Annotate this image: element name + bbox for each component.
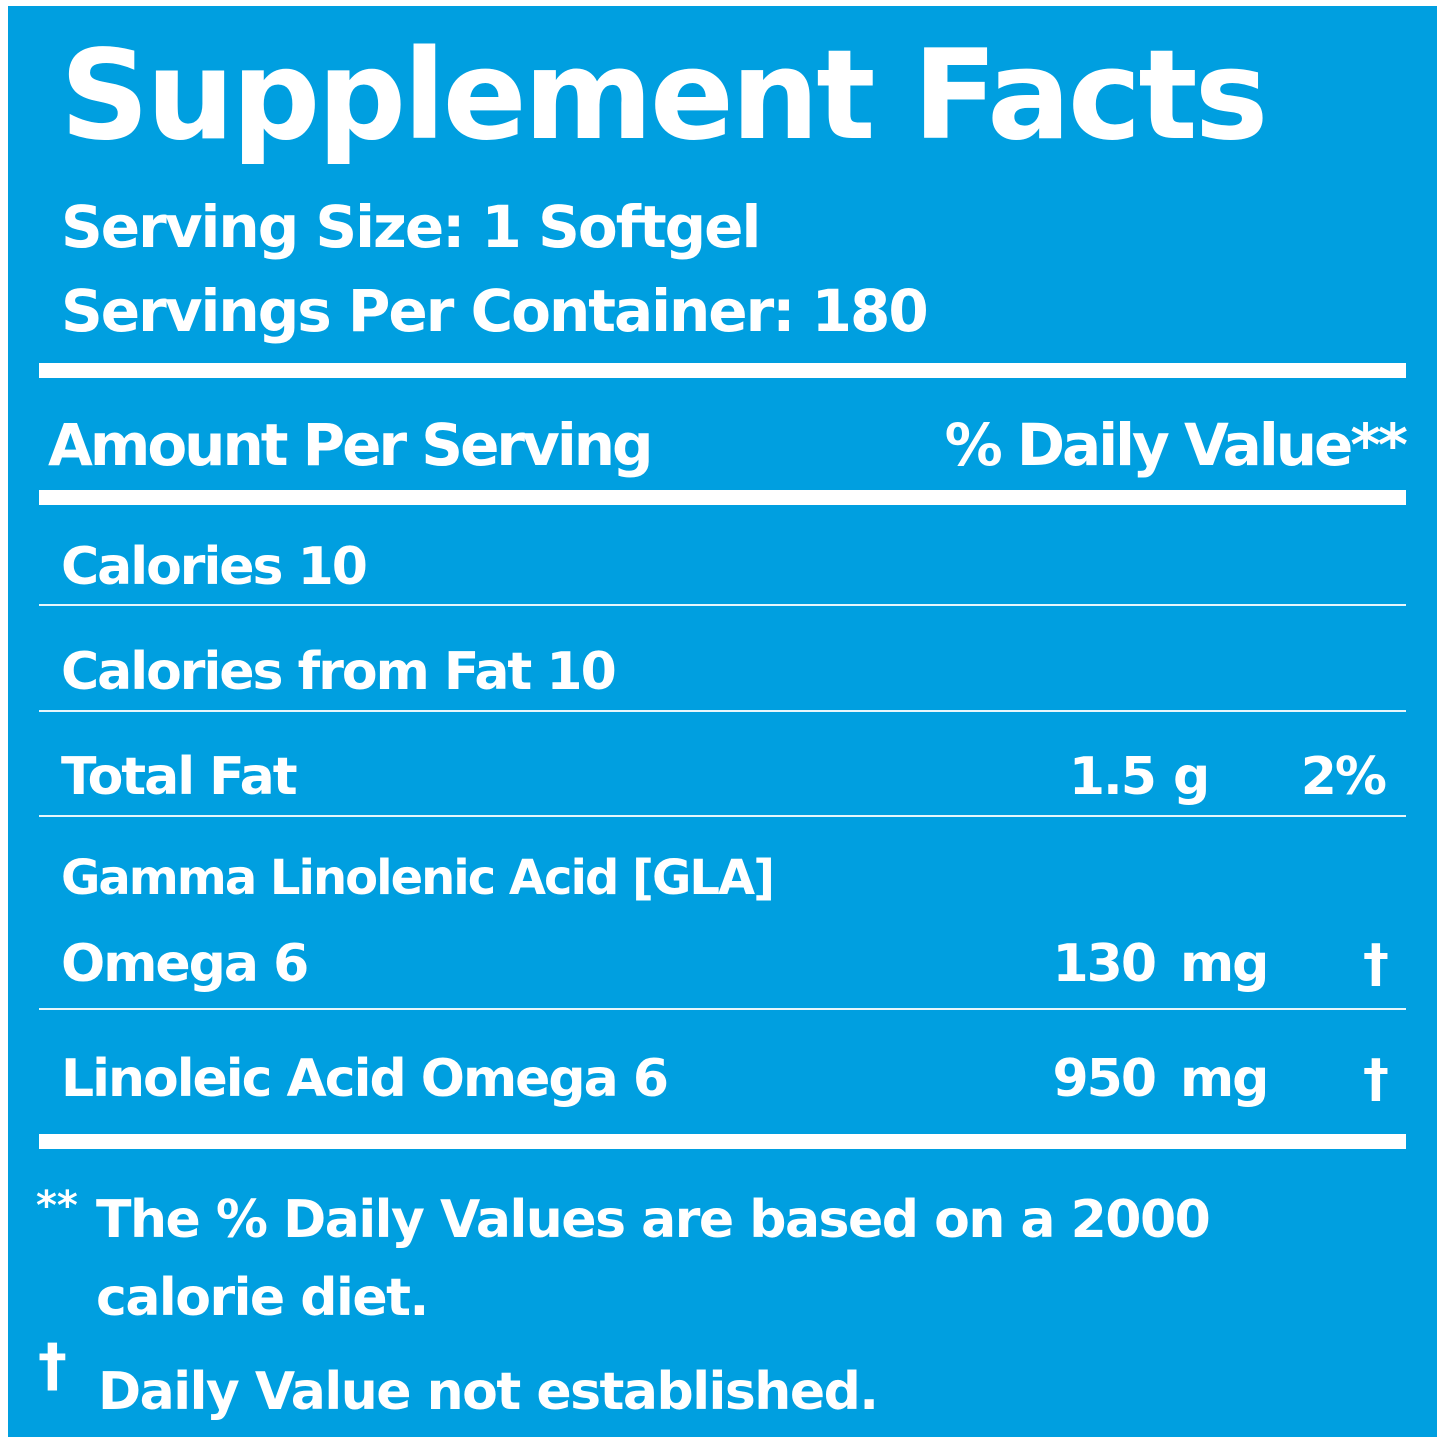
row-linoleic-name: Linoleic Acid Omega 6 <box>61 1049 669 1109</box>
servings-per-container: Servings Per Container: 180 <box>61 277 929 345</box>
row-gla-amount: 130 <box>1052 934 1157 994</box>
row-total-fat-amount: 1.5 <box>1068 747 1157 807</box>
row-gla-name-line2: Omega 6 <box>61 934 309 994</box>
dagger-icon: † <box>38 1331 67 1399</box>
row-total-fat-dv: 2% <box>1300 747 1387 807</box>
label-title: Supplement Facts <box>60 24 1268 168</box>
dagger-icon: † <box>1363 1049 1389 1109</box>
row-gla-unit: mg <box>1180 934 1269 994</box>
supplement-facts-panel: Supplement Facts Serving Size: 1 Softgel… <box>8 6 1437 1437</box>
serving-size: Serving Size: 1 Softgel <box>61 193 761 261</box>
row-calories: Calories 10 <box>61 537 368 597</box>
dagger-icon: † <box>1363 934 1389 994</box>
divider-thick <box>39 1134 1406 1149</box>
row-total-fat-name: Total Fat <box>61 747 298 807</box>
divider-thin <box>39 710 1406 712</box>
amount-per-serving-header: Amount Per Serving <box>48 411 654 479</box>
footnote-dv-line2: calorie diet. <box>96 1268 429 1328</box>
row-linoleic-unit: mg <box>1180 1049 1269 1109</box>
divider-thick <box>39 363 1406 378</box>
divider-thick <box>39 490 1406 505</box>
footnote-dagger-text: Daily Value not established. <box>98 1362 879 1422</box>
row-calories-from-fat: Calories from Fat 10 <box>61 642 617 702</box>
row-total-fat-unit: g <box>1173 747 1210 807</box>
row-gla-name-line1: Gamma Linolenic Acid [GLA] <box>61 850 775 906</box>
divider-thin <box>39 1008 1406 1010</box>
footnote-dv-line1: The % Daily Values are based on a 2000 <box>96 1190 1211 1250</box>
divider-thin <box>39 815 1406 817</box>
divider-thin <box>39 604 1406 606</box>
row-linoleic-amount: 950 <box>1052 1049 1157 1109</box>
daily-value-header: % Daily Value** <box>944 411 1408 479</box>
double-asterisk-icon: ** <box>36 1183 78 1229</box>
